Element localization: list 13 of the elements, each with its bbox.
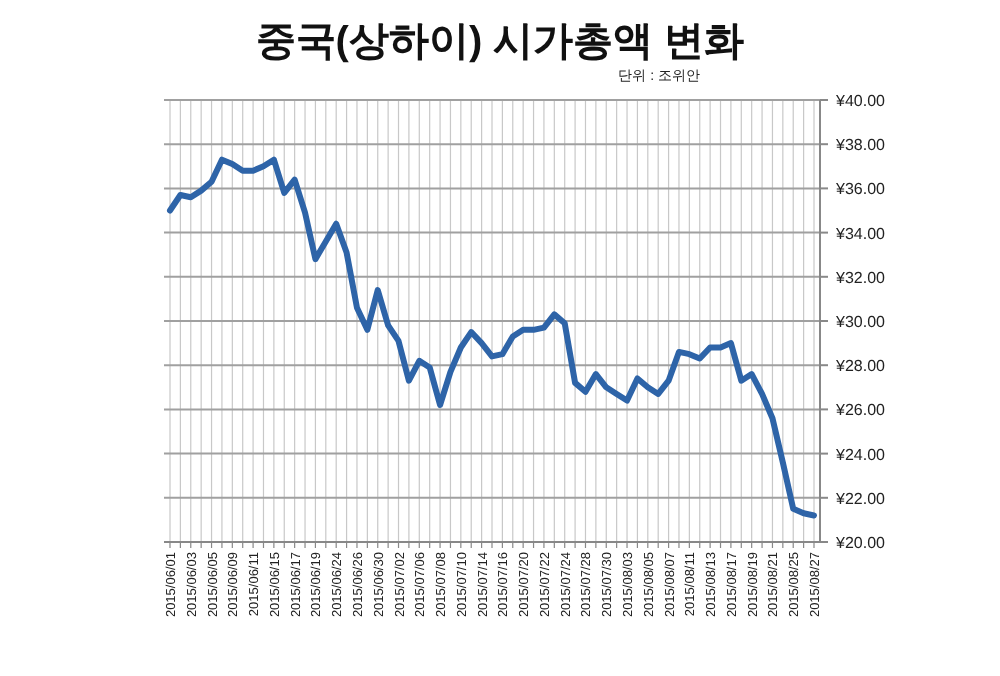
y-tick-label: ¥40.00 — [834, 92, 887, 110]
y-tick-label: ¥38.00 — [834, 136, 887, 155]
y-tick-label: ¥32.00 — [834, 268, 887, 287]
y-tick-label: ¥20.00 — [834, 534, 887, 552]
y-tick-label: ¥36.00 — [834, 180, 887, 199]
y-tick-label: ¥28.00 — [834, 357, 887, 376]
y-tick-label: ¥22.00 — [834, 489, 887, 508]
y-tick-label: ¥30.00 — [834, 313, 887, 331]
y-tick-label: ¥34.00 — [834, 224, 887, 243]
chart-title: 중국(상하이) 시가총액 변화 — [255, 20, 745, 64]
y-tick-label: ¥24.00 — [834, 445, 887, 464]
y-tick-label: ¥26.00 — [834, 401, 887, 420]
line-series — [167, 156, 817, 519]
